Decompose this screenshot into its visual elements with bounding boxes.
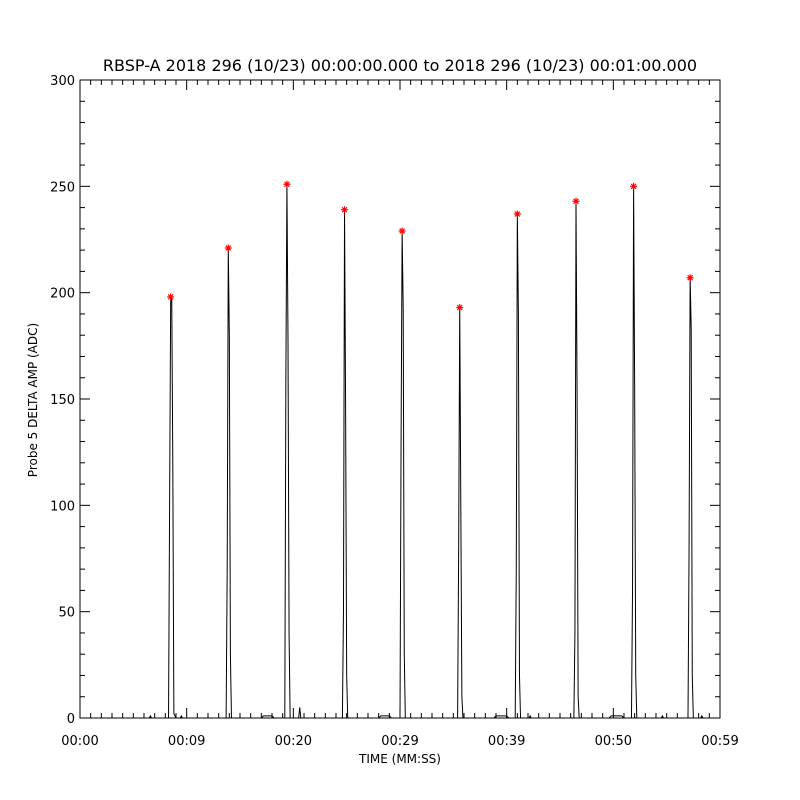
y-tick-label: 300 <box>50 74 75 89</box>
peak-marker <box>630 182 638 190</box>
y-tick-label: 200 <box>50 287 75 302</box>
y-tick-label: 150 <box>50 393 75 408</box>
x-tick-label: 00:59 <box>701 734 738 749</box>
x-axis-label: TIME (MM:SS) <box>358 752 441 766</box>
peak-marker <box>513 210 521 218</box>
x-tick-label: 00:00 <box>61 734 98 749</box>
y-tick-label: 0 <box>67 712 75 727</box>
y-tick-label: 100 <box>50 499 75 514</box>
y-tick-label: 250 <box>50 180 75 195</box>
peak-marker <box>167 293 175 301</box>
chart-title: RBSP-A 2018 296 (10/23) 00:00:00.000 to … <box>103 56 697 75</box>
amplitude-series-line <box>80 184 720 719</box>
peak-marker <box>686 274 694 282</box>
x-tick-label: 00:29 <box>381 734 418 749</box>
peak-marker <box>572 197 580 205</box>
y-axis-label: Probe 5 DELTA AMP (ADC) <box>26 323 40 477</box>
x-tick-label: 00:09 <box>168 734 205 749</box>
peak-marker <box>456 304 464 312</box>
peak-marker <box>224 244 232 252</box>
y-tick-label: 50 <box>58 606 75 621</box>
x-tick-label: 00:20 <box>275 734 312 749</box>
peak-marker <box>341 206 349 214</box>
peak-marker <box>283 180 291 188</box>
x-tick-label: 00:39 <box>488 734 525 749</box>
x-tick-label: 00:50 <box>595 734 632 749</box>
peak-marker <box>398 227 406 235</box>
